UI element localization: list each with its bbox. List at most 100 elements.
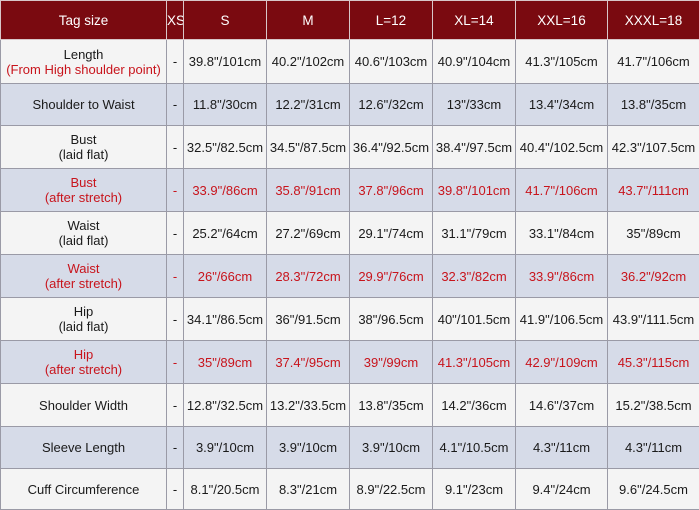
size-value-cell: 42.3"/107.5cm — [608, 126, 699, 169]
measurement-name: Length — [1, 47, 166, 62]
size-cell-xs: - — [167, 298, 184, 341]
measurement-sublabel: (after stretch) — [1, 190, 166, 205]
size-value-cell: 25.2"/64cm — [184, 212, 267, 255]
size-cell-xs: - — [167, 469, 184, 510]
measurement-label-cell: Bust(laid flat) — [1, 126, 167, 169]
size-value-cell: 39"/99cm — [350, 341, 433, 384]
size-value-cell: 40"/101.5cm — [433, 298, 516, 341]
measurement-label-cell: Waist(laid flat) — [1, 212, 167, 255]
size-value-cell: 37.8"/96cm — [350, 169, 433, 212]
size-value-cell: 37.4"/95cm — [267, 341, 350, 384]
size-cell-xs: - — [167, 126, 184, 169]
size-value-cell: 8.9"/22.5cm — [350, 469, 433, 510]
size-value-cell: 12.6"/32cm — [350, 84, 433, 126]
header-size-6: XXL=16 — [516, 1, 608, 40]
size-cell-xs: - — [167, 255, 184, 298]
size-value-cell: 3.9"/10cm — [184, 427, 267, 469]
size-value-cell: 13"/33cm — [433, 84, 516, 126]
measurement-name: Bust — [1, 132, 166, 147]
size-value-cell: 41.3"/105cm — [516, 40, 608, 84]
header-size-3: M — [267, 1, 350, 40]
measurement-name: Hip — [1, 304, 166, 319]
size-value-cell: 41.7"/106cm — [608, 40, 699, 84]
size-value-cell: 4.3"/11cm — [516, 427, 608, 469]
size-value-cell: 33.9"/86cm — [516, 255, 608, 298]
size-value-cell: 14.6"/37cm — [516, 384, 608, 427]
size-cell-xs: - — [167, 40, 184, 84]
size-cell-xs: - — [167, 427, 184, 469]
measurement-label-cell: Length(From High shoulder point) — [1, 40, 167, 84]
size-value-cell: 36"/91.5cm — [267, 298, 350, 341]
measurement-sublabel: (after stretch) — [1, 362, 166, 377]
size-value-cell: 39.8"/101cm — [184, 40, 267, 84]
size-value-cell: 12.8"/32.5cm — [184, 384, 267, 427]
measurement-name: Hip — [1, 347, 166, 362]
size-value-cell: 33.1"/84cm — [516, 212, 608, 255]
measurement-name: Shoulder to Waist — [1, 97, 166, 112]
measurement-label-cell: Waist(after stretch) — [1, 255, 167, 298]
measurement-sublabel: (From High shoulder point) — [1, 62, 166, 77]
size-value-cell: 8.1"/20.5cm — [184, 469, 267, 510]
header-size-4: L=12 — [350, 1, 433, 40]
size-cell-xs: - — [167, 341, 184, 384]
size-value-cell: 3.9"/10cm — [350, 427, 433, 469]
size-value-cell: 12.2"/31cm — [267, 84, 350, 126]
size-table-body: Length(From High shoulder point)-39.8"/1… — [1, 40, 699, 510]
size-value-cell: 15.2"/38.5cm — [608, 384, 699, 427]
size-value-cell: 38"/96.5cm — [350, 298, 433, 341]
header-size-1: XS — [167, 1, 184, 40]
header-size-5: XL=14 — [433, 1, 516, 40]
measurement-sublabel: (after stretch) — [1, 276, 166, 291]
size-cell-xs: - — [167, 212, 184, 255]
measurement-label-cell: Sleeve Length — [1, 427, 167, 469]
size-value-cell: 34.5"/87.5cm — [267, 126, 350, 169]
size-value-cell: 35"/89cm — [184, 341, 267, 384]
size-value-cell: 40.4"/102.5cm — [516, 126, 608, 169]
size-value-cell: 36.2"/92cm — [608, 255, 699, 298]
measurement-name: Sleeve Length — [1, 440, 166, 455]
header-size-7: XXXL=18 — [608, 1, 699, 40]
size-value-cell: 42.9"/109cm — [516, 341, 608, 384]
size-value-cell: 13.8"/35cm — [350, 384, 433, 427]
size-value-cell: 40.9"/104cm — [433, 40, 516, 84]
size-cell-xs: - — [167, 84, 184, 126]
header-size-2: S — [184, 1, 267, 40]
size-value-cell: 13.8"/35cm — [608, 84, 699, 126]
size-value-cell: 38.4"/97.5cm — [433, 126, 516, 169]
size-value-cell: 31.1"/79cm — [433, 212, 516, 255]
size-value-cell: 43.7"/111cm — [608, 169, 699, 212]
size-value-cell: 41.7"/106cm — [516, 169, 608, 212]
size-value-cell: 43.9"/111.5cm — [608, 298, 699, 341]
size-value-cell: 32.5"/82.5cm — [184, 126, 267, 169]
size-value-cell: 32.3"/82cm — [433, 255, 516, 298]
measurement-sublabel: (laid flat) — [1, 319, 166, 334]
size-value-cell: 41.3"/105cm — [433, 341, 516, 384]
header-tag-size: Tag size — [1, 1, 167, 40]
size-value-cell: 35.8"/91cm — [267, 169, 350, 212]
size-value-cell: 29.1"/74cm — [350, 212, 433, 255]
size-value-cell: 11.8"/30cm — [184, 84, 267, 126]
size-value-cell: 14.2"/36cm — [433, 384, 516, 427]
size-value-cell: 13.4"/34cm — [516, 84, 608, 126]
measurement-label-cell: Shoulder Width — [1, 384, 167, 427]
size-value-cell: 33.9"/86cm — [184, 169, 267, 212]
size-value-cell: 40.2"/102cm — [267, 40, 350, 84]
measurement-label-cell: Hip(after stretch) — [1, 341, 167, 384]
table-row: Length(From High shoulder point)-39.8"/1… — [1, 40, 699, 84]
size-value-cell: 9.1"/23cm — [433, 469, 516, 510]
size-value-cell: 34.1"/86.5cm — [184, 298, 267, 341]
size-cell-xs: - — [167, 384, 184, 427]
measurement-label-cell: Hip(laid flat) — [1, 298, 167, 341]
size-value-cell: 13.2"/33.5cm — [267, 384, 350, 427]
size-value-cell: 27.2"/69cm — [267, 212, 350, 255]
size-value-cell: 4.3"/11cm — [608, 427, 699, 469]
